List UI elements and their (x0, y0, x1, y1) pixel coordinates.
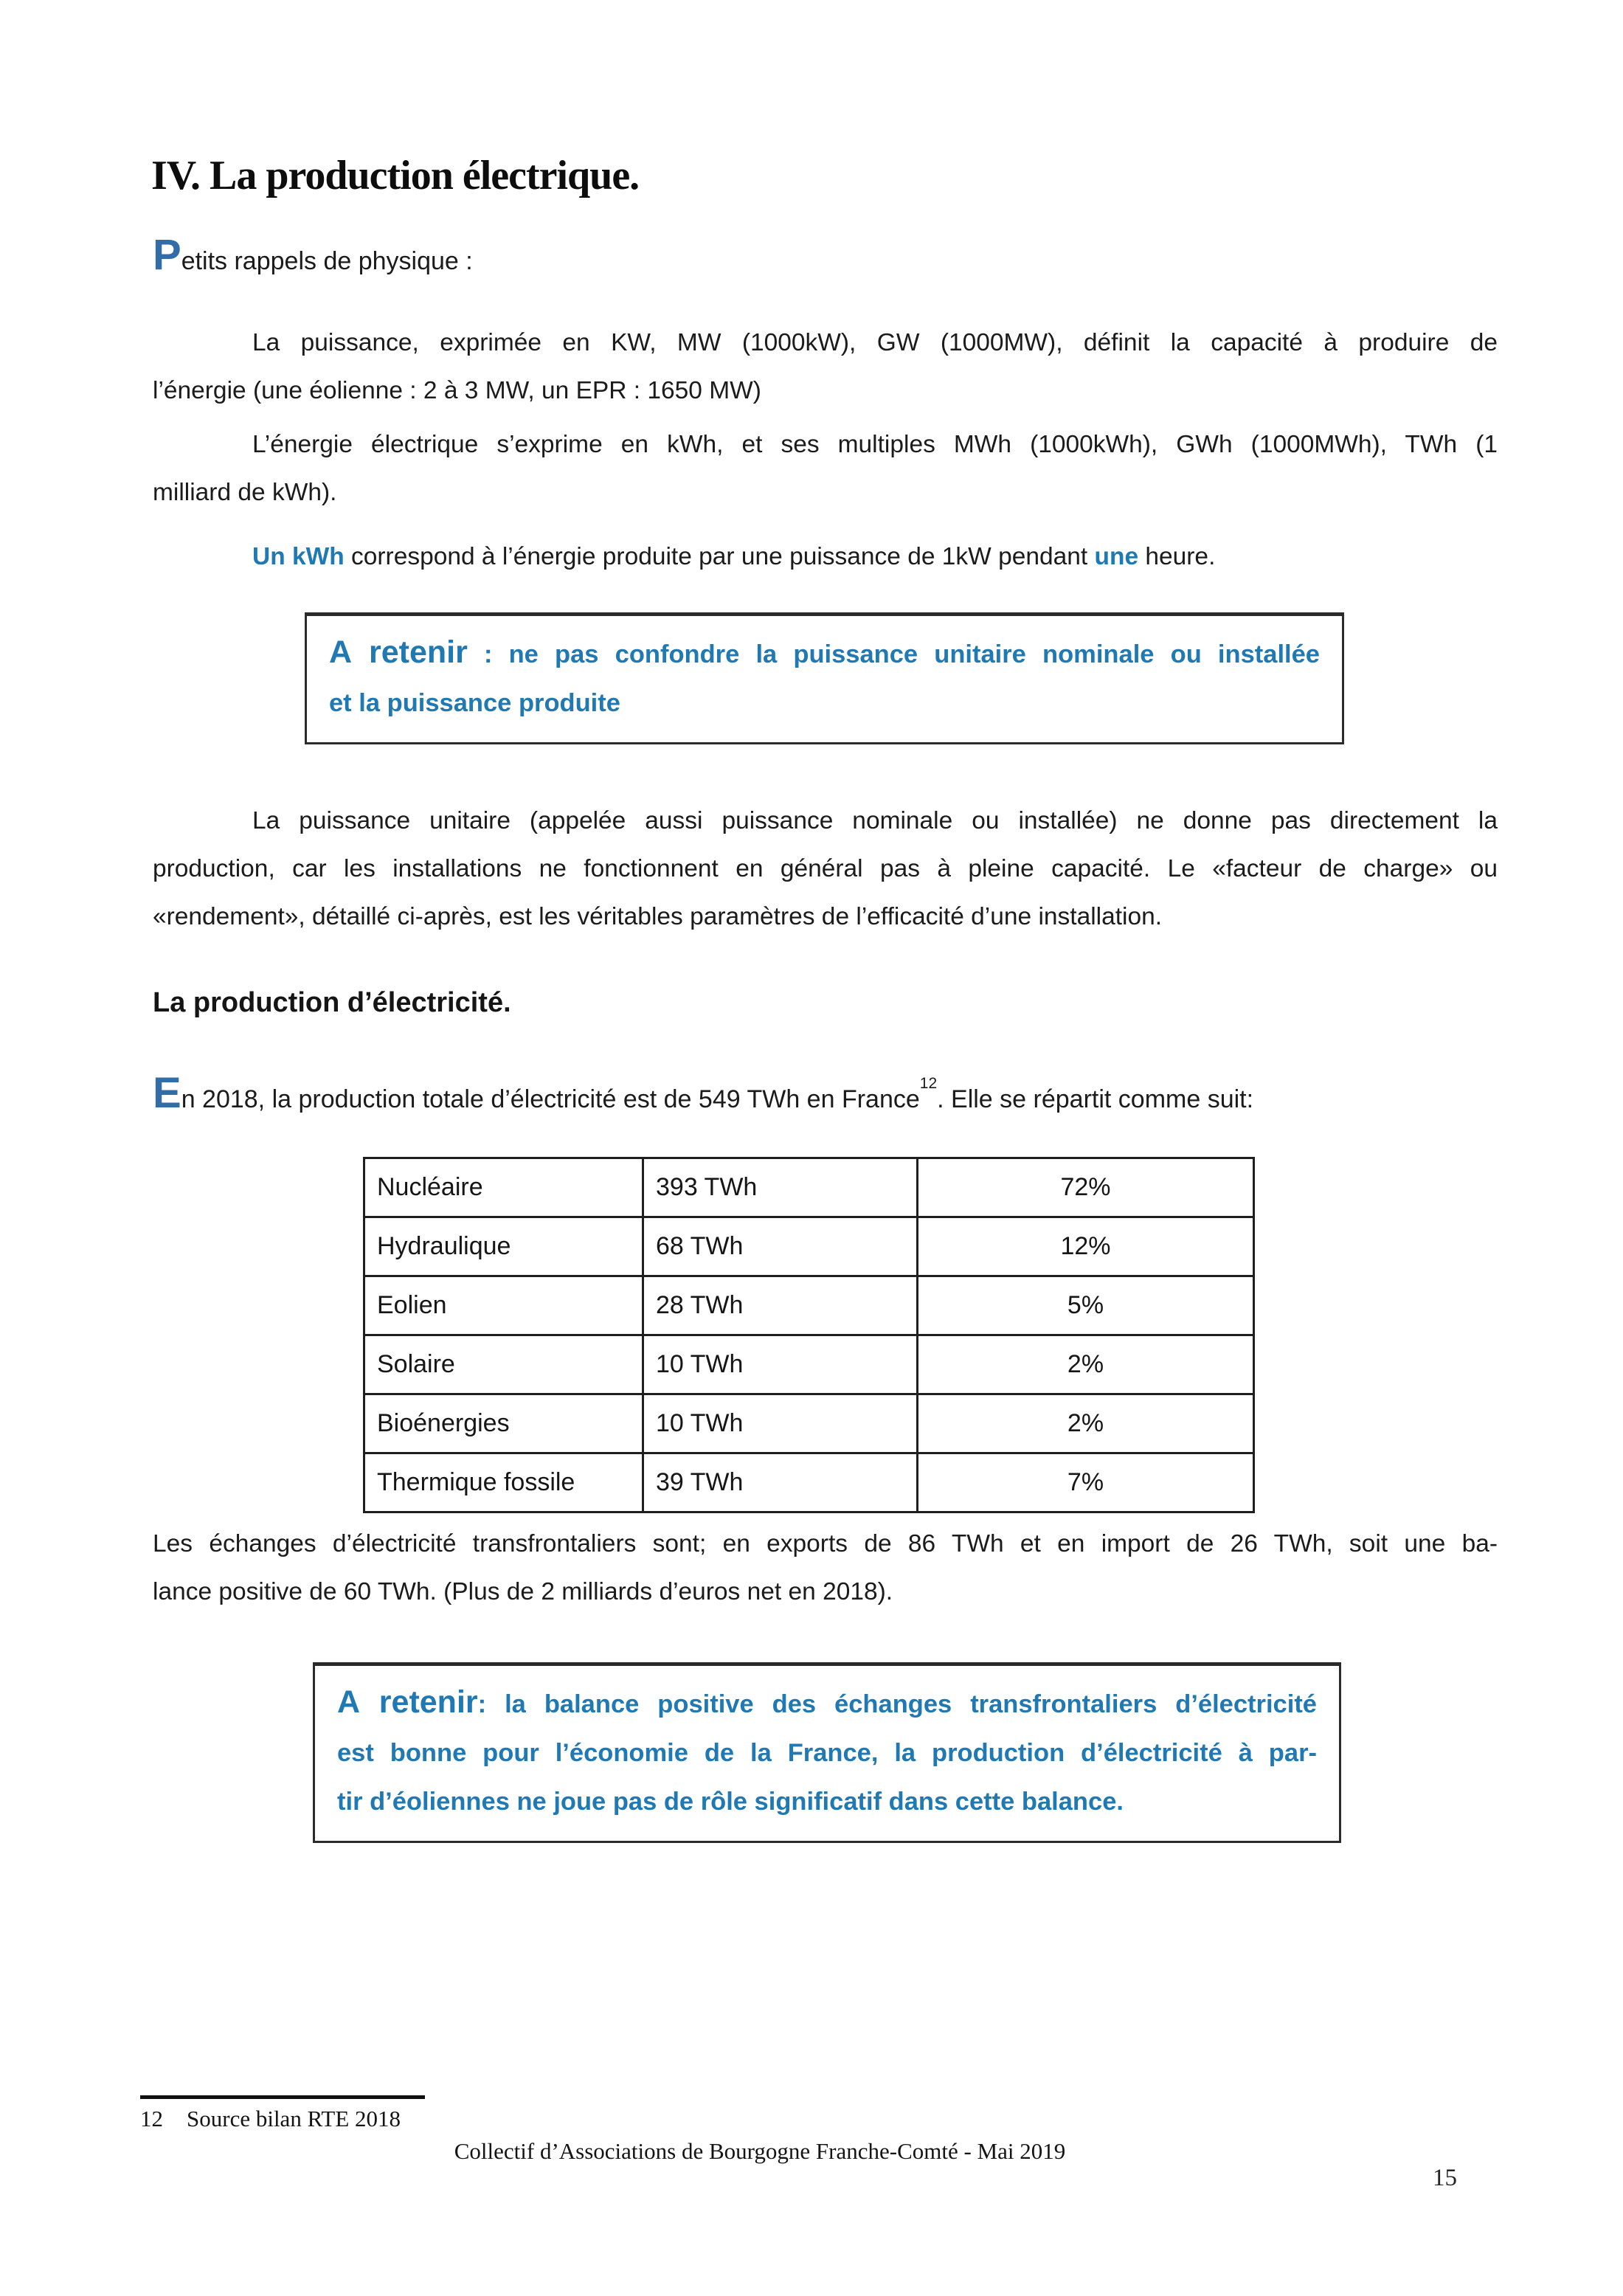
paragraph-line: Les échanges d’électricité transfrontali… (153, 1530, 1498, 1557)
paragraph-line: Un kWh correspond à l’énergie produite p… (153, 533, 1498, 581)
table-row: Hydraulique 68 TWh 12% (363, 1216, 1255, 1277)
table-cell-pct: 2% (916, 1334, 1255, 1395)
production-table: Nucléaire 393 TWh 72% Hydraulique 68 TWh… (363, 1157, 1255, 1513)
paragraph-line: lance positive de 60 TWh. (Plus de 2 mil… (153, 1578, 893, 1605)
table-cell-pct: 5% (916, 1275, 1255, 1336)
table-cell-source: Solaire (363, 1334, 644, 1395)
lead-text: etits rappels de physique : (181, 247, 473, 275)
kwh-highlight: Un kWh (252, 543, 345, 570)
retenir-sep: : (467, 640, 509, 668)
footnote-text: Source bilan RTE 2018 (187, 2106, 401, 2131)
paragraph-puissance: La puissance, exprimée en KW, MW (1000kW… (153, 319, 1498, 415)
table-cell-twh: 10 TWh (642, 1334, 918, 1395)
paragraph-echanges: Les échanges d’électricité transfrontali… (153, 1520, 1498, 1616)
table-cell-pct: 12% (916, 1216, 1255, 1277)
table-cell-twh: 28 TWh (642, 1275, 918, 1336)
retenir-label: A retenir (337, 1684, 478, 1720)
table-row: Thermique fossile 39 TWh 7% (363, 1452, 1255, 1513)
footnote-ref-12: 12 (919, 1075, 938, 1092)
table-cell-pct: 7% (916, 1452, 1255, 1513)
paragraph-line: production, car les installations ne fon… (153, 855, 1498, 882)
retenir-sep: : (477, 1690, 505, 1718)
page-title: IV. La production électrique. (151, 152, 640, 198)
table-cell-source: Eolien (363, 1275, 644, 1336)
table-cell-pct: 2% (916, 1393, 1255, 1454)
table-row: Bioénergies 10 TWh 2% (363, 1393, 1255, 1454)
table-row: Nucléaire 393 TWh 72% (363, 1157, 1255, 1218)
table-cell-source: Bioénergies (363, 1393, 644, 1454)
table-cell-twh: 393 TWh (642, 1157, 918, 1218)
paragraph-line: L’énergie électrique s’exprime en kWh, e… (252, 431, 1498, 458)
table-cell-source: Thermique fossile (363, 1452, 644, 1513)
table-cell-pct: 72% (916, 1157, 1255, 1218)
retenir-text: la balance positive des échanges transfr… (505, 1690, 1317, 1718)
footnote-number: 12 (140, 2106, 163, 2131)
table-cell-twh: 10 TWh (642, 1393, 918, 1454)
retenir-line: tir d’éoliennes ne joue pas de rôle sign… (337, 1788, 1124, 1816)
paragraph-kwh: Un kWh correspond à l’énergie produite p… (153, 533, 1498, 581)
section-heading: La production d’électricité. (153, 986, 511, 1018)
retenir-text: ne pas confondre la puissance unitaire n… (508, 640, 1320, 668)
table-cell-twh: 68 TWh (642, 1216, 918, 1277)
retenir-line: A retenir : ne pas confondre la puissanc… (329, 628, 1320, 679)
kwh-end: heure. (1138, 543, 1216, 570)
table-cell-source: Nucléaire (363, 1157, 644, 1218)
en2018-text-after: . Elle se répartit comme suit: (937, 1085, 1254, 1113)
a-retenir-box-1: A retenir : ne pas confondre la puissanc… (305, 612, 1344, 744)
kwh-mid: correspond à l’énergie produite par une … (344, 543, 1095, 570)
paragraph-line: l’énergie (une éolienne : 2 à 3 MW, un E… (153, 377, 761, 404)
dropcap-e: E (153, 1069, 181, 1117)
footnote-separator (140, 2095, 425, 2099)
paragraph-line: La puissance, exprimée en KW, MW (1000kW… (252, 329, 1498, 356)
retenir-line: est bonne pour l’économie de la France, … (337, 1739, 1317, 1767)
page-number: 15 (1433, 2165, 1457, 2191)
table-row: Solaire 10 TWh 2% (363, 1334, 1255, 1395)
paragraph-line: milliard de kWh). (153, 479, 337, 506)
table-cell-twh: 39 TWh (642, 1452, 918, 1513)
paragraph-puissance-unitaire: La puissance unitaire (appelée aussi pui… (153, 797, 1498, 941)
lead-line: Petits rappels de physique : (153, 233, 473, 283)
paragraph-line: La puissance unitaire (appelée aussi pui… (252, 807, 1498, 834)
retenir-line: et la puissance produite (329, 689, 620, 717)
retenir-line: A retenir: la balance positive des échan… (337, 1678, 1317, 1729)
a-retenir-box-2: A retenir: la balance positive des échan… (313, 1662, 1341, 1843)
retenir-label: A retenir (329, 634, 468, 670)
footer-collective-line: Collectif d’Associations de Bourgogne Fr… (454, 2138, 1066, 2164)
en2018-text: n 2018, la production totale d’électrici… (181, 1085, 920, 1113)
paragraph-line: «rendement», détaillé ci-après, est les … (153, 903, 1163, 930)
footnote: 12 Source bilan RTE 2018 (140, 2106, 401, 2132)
table-cell-source: Hydraulique (363, 1216, 644, 1277)
une-highlight: une (1094, 543, 1139, 570)
table-row: Eolien 28 TWh 5% (363, 1275, 1255, 1336)
paragraph-energie: L’énergie électrique s’exprime en kWh, e… (153, 421, 1498, 516)
en2018-line: En 2018, la production totale d’électric… (153, 1071, 1253, 1121)
dropcap-p: P (153, 231, 181, 279)
